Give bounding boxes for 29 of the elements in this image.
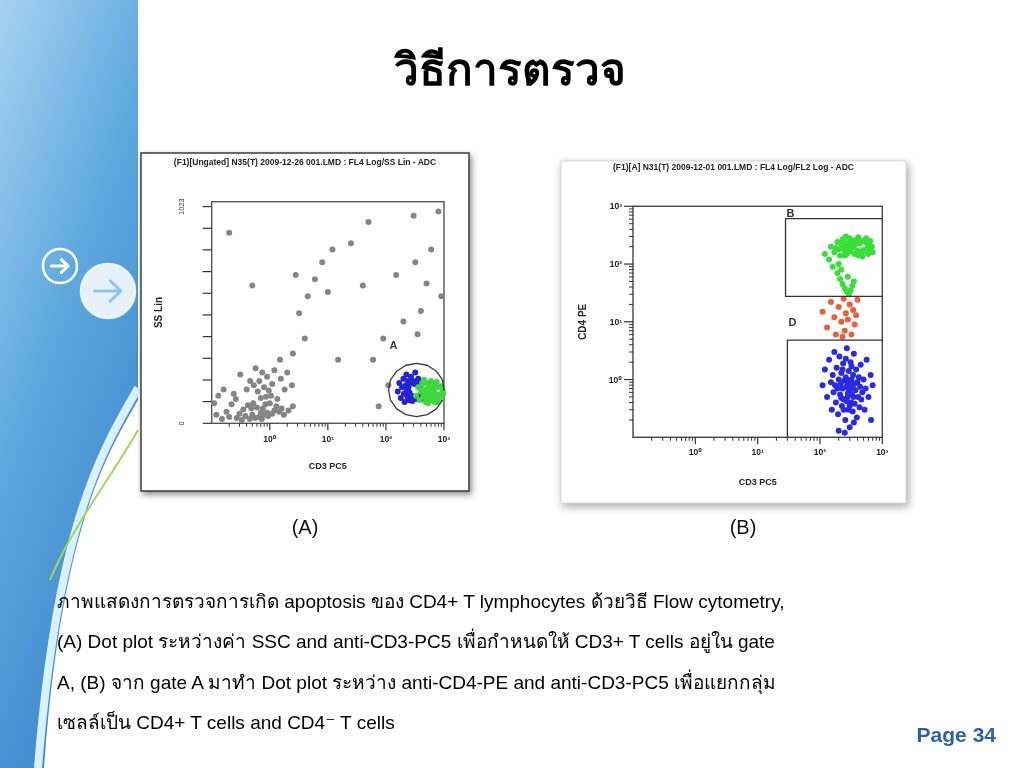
x-tick-label: 10³ [876,447,889,457]
y-tick-label: 10¹ [609,316,623,327]
x-tick-label: 10¹ [751,447,764,457]
y-tick-label: 10² [609,259,623,270]
x-axis-title: CD3 PC5 [308,461,347,471]
x-tick-label: 10² [813,447,827,457]
y-tick-label: 10³ [609,201,623,212]
y-axis-title: CD4 PE [577,303,589,340]
text: Page 34 [916,723,996,747]
x-tick-label: 10⁰ [263,434,277,444]
y-axis-title: SS Lin [152,296,164,329]
series-label: A [389,339,398,352]
x-tick-label: 10³ [437,434,451,444]
y-tick-label: 10⁰ [608,374,623,385]
text: ภาพแสดงการตรวจการเกิด apoptosis ของ CD4+ T lymphocytes ด้วยวิธี Flow cytometry, [57,590,785,614]
text: (A) [291,516,319,538]
x-tick-label: 10¹ [321,434,335,444]
text: (B) [729,516,757,538]
chart-title: (F1)[Ungated] N35(T) 2009-12-26 001.LMD : FL4 Log/SS Lin - ADC [173,157,437,167]
x-tick-label: 10⁰ [688,447,703,457]
text: วิธีการตรวจ [393,44,627,96]
series-label: D [788,316,797,329]
text: A, (B) จาก gate A มาทำ Dot plot ระหว่าง anti-CD4-PE and anti-CD3-PC5 เพื่อแยกกลุ่ม [57,670,776,696]
chart-title: (F1)[A] N31(T) 2009-12-01 001.LMD : FL4 Log/FL2 Log - ADC [612,162,855,172]
x-axis-title: CD3 PC5 [738,477,777,487]
text: เซลล์เป็น CD4+ T cells and CD4⁻ T cells [57,710,395,735]
x-tick-label: 10² [379,434,393,444]
series-label: B [786,207,795,220]
text: (A) Dot plot ระหว่างค่า SSC and anti-CD3-PC5 เพื่อกำหนดให้ CD3+ T cells อยู่ใน gate [57,629,775,655]
